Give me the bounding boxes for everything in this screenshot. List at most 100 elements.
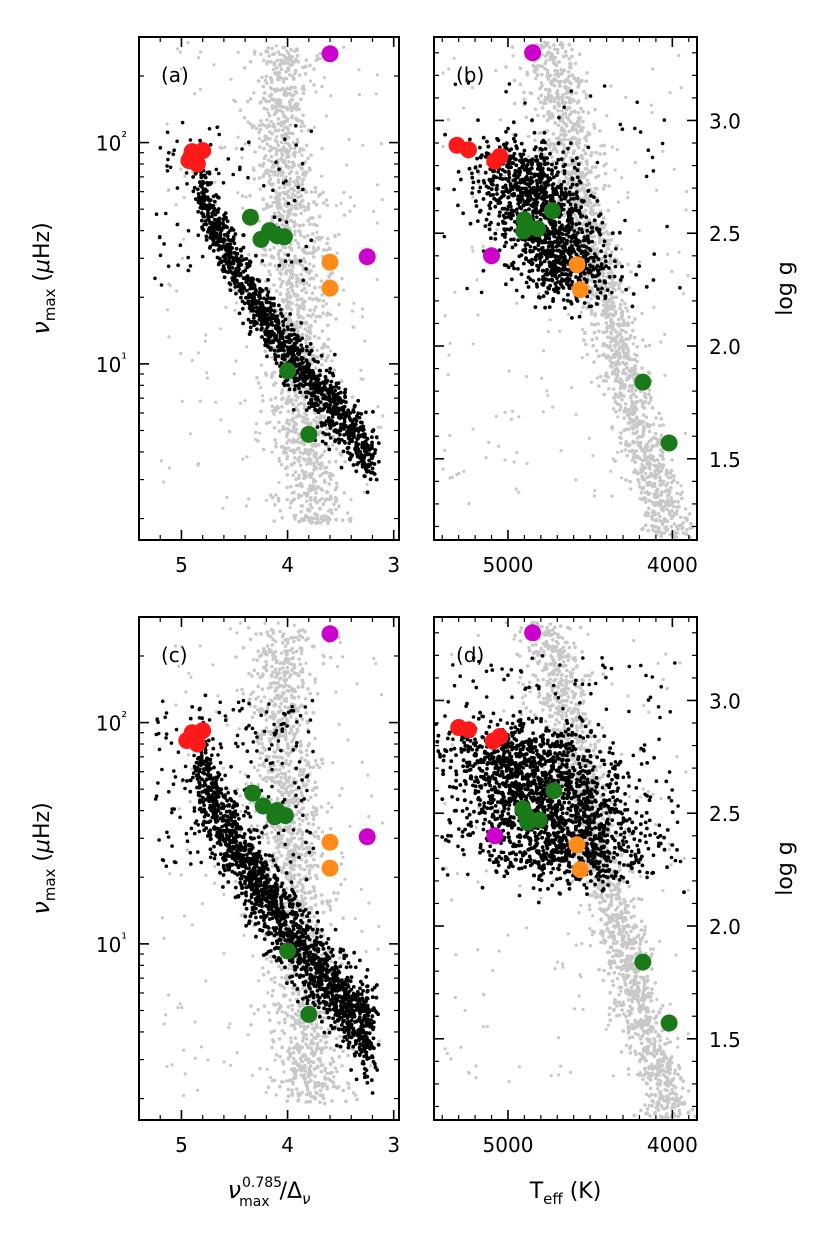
background-point <box>575 123 579 128</box>
background-point <box>293 470 298 475</box>
background-point <box>619 247 624 251</box>
foreground-point <box>322 380 327 385</box>
background-point <box>290 418 295 423</box>
background-point <box>276 76 281 81</box>
background-point <box>362 490 366 494</box>
foreground-point <box>249 276 254 281</box>
background-point <box>224 305 228 309</box>
background-point <box>637 456 642 460</box>
background-point <box>276 148 281 152</box>
background-point <box>297 446 301 451</box>
foreground-point <box>304 382 308 387</box>
background-point <box>609 469 613 473</box>
background-point <box>375 221 379 225</box>
background-point <box>679 523 683 527</box>
background-point <box>663 489 667 494</box>
foreground-point <box>370 440 374 445</box>
background-point <box>475 278 479 282</box>
background-point <box>598 129 602 133</box>
background-point <box>284 131 289 136</box>
background-point <box>631 409 635 413</box>
background-point <box>291 429 295 434</box>
background-point <box>296 493 301 497</box>
background-point <box>297 483 301 488</box>
background-point <box>646 370 651 375</box>
foreground-points <box>153 120 381 495</box>
background-point <box>301 147 306 152</box>
background-point <box>257 130 261 135</box>
background-point <box>267 54 272 58</box>
foreground-point <box>193 197 198 202</box>
background-point <box>289 294 293 299</box>
foreground-point <box>158 253 163 258</box>
background-point <box>661 450 665 455</box>
background-point <box>635 422 640 426</box>
background-point <box>552 84 557 88</box>
background-point <box>685 190 689 194</box>
foreground-point <box>327 405 332 410</box>
foreground-point <box>304 344 309 349</box>
foreground-point <box>216 262 221 267</box>
background-point <box>543 87 548 92</box>
background-point <box>266 111 270 115</box>
background-point <box>256 381 261 385</box>
background-point <box>552 147 556 152</box>
background-point <box>621 349 625 354</box>
background-point <box>302 250 307 254</box>
background-point <box>159 459 164 463</box>
background-point <box>594 165 598 169</box>
foreground-point <box>198 200 203 204</box>
foreground-point <box>233 279 237 284</box>
foreground-point <box>201 214 206 219</box>
background-point <box>284 93 289 98</box>
background-point <box>267 158 271 162</box>
background-point <box>301 316 305 320</box>
background-point <box>650 510 655 515</box>
foreground-point <box>212 199 217 204</box>
background-point <box>326 323 330 328</box>
foreground-point <box>293 384 298 388</box>
background-point <box>295 440 300 444</box>
background-point <box>547 145 552 149</box>
background-point <box>271 383 276 387</box>
background-point <box>626 427 631 431</box>
background-point <box>498 118 503 122</box>
foreground-point <box>207 198 212 203</box>
background-point <box>316 246 321 250</box>
background-point <box>269 169 274 174</box>
foreground-point <box>370 435 374 440</box>
background-point <box>262 106 266 111</box>
background-point <box>274 190 278 194</box>
background-point <box>285 155 289 160</box>
background-point <box>446 372 450 377</box>
background-point <box>526 134 531 139</box>
foreground-point <box>304 244 309 249</box>
foreground-point <box>272 348 277 353</box>
background-point <box>593 242 597 247</box>
background-point <box>292 232 297 237</box>
foreground-point <box>350 453 354 457</box>
background-point <box>658 504 662 508</box>
background-point <box>596 354 601 359</box>
background-point <box>625 353 629 357</box>
background-point <box>512 460 516 464</box>
background-point <box>334 447 339 451</box>
background-point <box>548 57 553 61</box>
background-point <box>668 91 672 95</box>
foreground-point <box>332 406 336 411</box>
background-point <box>309 324 313 328</box>
background-point <box>294 213 298 217</box>
background-point <box>540 64 544 69</box>
background-point <box>685 527 689 532</box>
background-point <box>608 312 612 316</box>
foreground-point <box>351 408 356 413</box>
background-point <box>225 495 229 499</box>
background-point <box>651 454 655 459</box>
background-point <box>658 519 662 523</box>
foreground-point <box>286 327 290 332</box>
background-point <box>360 315 365 319</box>
background-point <box>609 238 614 242</box>
foreground-point <box>165 130 170 135</box>
background-point <box>294 398 298 403</box>
background-point <box>651 528 655 532</box>
